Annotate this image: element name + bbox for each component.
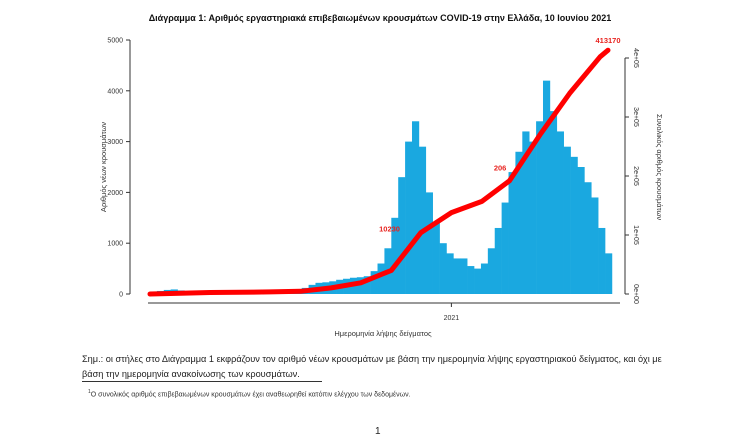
bar	[515, 151, 523, 294]
chart-note: Σημ.: οι στήλες στο Διάγραμμα 1 εκφράζου…	[82, 354, 662, 379]
bar	[439, 243, 447, 294]
bar	[411, 121, 420, 294]
bar	[570, 156, 578, 294]
y-tick-label: 4000	[107, 88, 123, 95]
bar	[522, 131, 530, 294]
bar	[501, 202, 509, 294]
bar	[432, 222, 440, 294]
bar	[418, 146, 427, 294]
bar	[467, 266, 475, 294]
bar	[487, 248, 496, 294]
bar	[584, 182, 592, 294]
bar	[391, 217, 399, 294]
bar	[377, 263, 385, 294]
bar	[370, 271, 378, 294]
bar	[363, 276, 371, 294]
y-tick-label: 0	[119, 292, 123, 299]
bar	[605, 253, 613, 294]
bar	[356, 277, 365, 294]
cumulative-annotation: 206	[494, 163, 507, 172]
y-right-tick-label: 0e+00	[632, 284, 639, 304]
bar	[460, 258, 468, 294]
footnote-text: Ο συνολικός αριθμός επιβεβαιωμένων κρουσ…	[90, 391, 411, 399]
y-axis-right-label: Συνολικός αριθμός κρουσμάτων	[655, 114, 664, 220]
y-right-tick-label: 2e+05	[632, 166, 639, 186]
bar	[494, 227, 502, 294]
bar	[563, 146, 571, 294]
x-axis-label: Ημερομηνία λήψης δείγματος	[334, 329, 432, 338]
bar	[508, 172, 516, 294]
y-right-tick-label: 1e+05	[632, 225, 639, 245]
bar	[480, 263, 489, 294]
y-right-tick-label: 3e+05	[632, 107, 639, 127]
bar	[474, 268, 482, 294]
bar	[529, 141, 537, 294]
bar	[591, 197, 599, 294]
bar	[549, 111, 558, 295]
y-tick-label: 1000	[107, 241, 123, 248]
bar	[425, 192, 433, 294]
footnote-separator	[82, 381, 322, 382]
bar	[542, 80, 551, 294]
y-tick-label: 2000	[107, 190, 123, 197]
bar	[598, 227, 606, 294]
y-tick-label: 5000	[107, 38, 123, 45]
x-tick-label: 2021	[444, 315, 460, 322]
bar	[556, 131, 564, 294]
footnote-mark: 1	[88, 389, 91, 395]
bar	[577, 167, 585, 294]
bar	[446, 253, 454, 294]
bar	[453, 258, 461, 294]
footnote: 1Ο συνολικός αριθμός επιβεβαιωμένων κρου…	[88, 389, 411, 398]
bar	[398, 177, 406, 294]
cumulative-annotation: 413170	[595, 36, 620, 45]
cumulative-annotation: 10230	[379, 225, 400, 234]
covid-chart: Διάγραμμα 1: Αριθμός εργαστηριακά επιβεβ…	[99, 13, 664, 338]
bar	[405, 141, 413, 294]
bar	[536, 121, 544, 294]
cumulative-line	[147, 47, 611, 297]
y-tick-label: 3000	[107, 139, 123, 146]
chart-title: Διάγραμμα 1: Αριθμός εργαστηριακά επιβεβ…	[149, 13, 612, 23]
y-right-tick-label: 4e+05	[632, 48, 639, 68]
bars-series	[150, 80, 613, 295]
y-axis-label: Αριθμός νέων κρουσμάτων	[99, 122, 108, 212]
page-number: 1	[375, 426, 381, 437]
